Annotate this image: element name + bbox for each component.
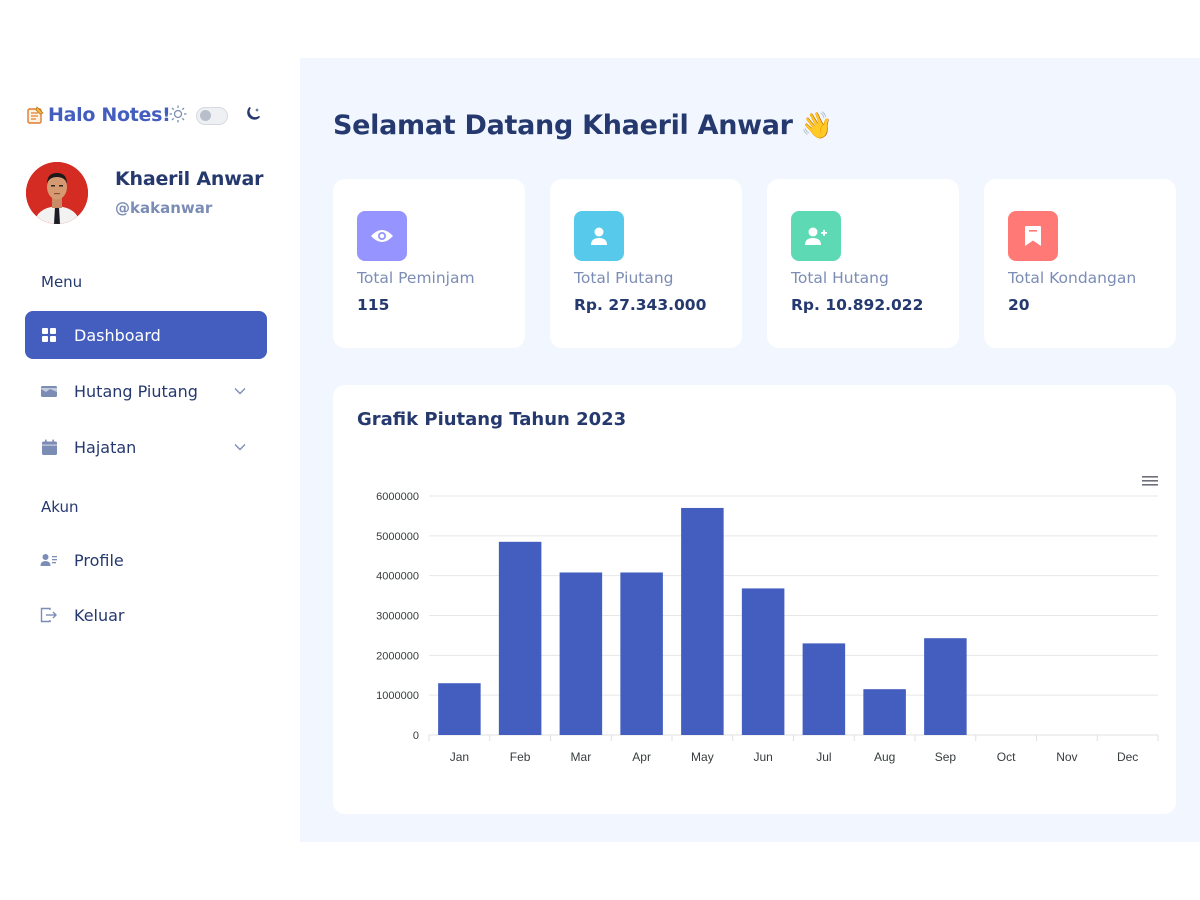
bar-feb (498, 541, 542, 735)
y-tick-label: 3000000 (376, 611, 419, 623)
stat-label: Total Kondangan (1008, 269, 1137, 287)
stat-card-total-kondangan: Total Kondangan 20 (984, 179, 1176, 348)
wallet-icon (40, 382, 58, 400)
chart-title: Grafik Piutang Tahun 2023 (357, 409, 627, 430)
stat-card-total-hutang: Total Hutang Rp. 10.892.022 (767, 179, 959, 348)
y-tick-label: 2000000 (376, 650, 419, 662)
x-tick-label: Nov (1056, 750, 1077, 764)
y-tick-label: 5000000 (376, 531, 419, 543)
bar-sep (924, 638, 967, 735)
person-plus-icon (791, 211, 841, 261)
user-profile[interactable]: Khaeril Anwar @kakanwar (26, 162, 264, 224)
stat-value: 115 (357, 296, 390, 314)
profile-name: Khaeril Anwar (115, 168, 264, 190)
y-tick-label: 1000000 (376, 690, 419, 702)
bookmark-icon (1008, 211, 1058, 261)
bar-jul (802, 643, 846, 735)
x-tick-label: Mar (571, 750, 592, 764)
person-lines-icon (40, 551, 58, 569)
bar-may (681, 507, 724, 735)
chevron-down-icon (233, 383, 247, 402)
theme-toggle-group (168, 104, 262, 128)
avatar (26, 162, 88, 224)
theme-switch[interactable] (196, 107, 228, 125)
notepad-icon (24, 104, 46, 126)
y-tick-label: 6000000 (376, 491, 419, 503)
bar-mar (559, 572, 603, 735)
stat-value: 20 (1008, 296, 1030, 314)
main-content: Selamat Datang Khaeril Anwar 👋 Total Pemi… (300, 58, 1200, 842)
bar-jan (438, 683, 481, 735)
sidebar-item-label: Keluar (74, 605, 125, 625)
sidebar-item-label: Hutang Piutang (74, 381, 198, 401)
x-tick-label: Jan (450, 750, 469, 764)
brand[interactable]: Halo Notes! (24, 102, 171, 128)
y-tick-label: 0 (413, 730, 419, 742)
eye-icon (357, 211, 407, 261)
brand-name: Halo Notes! (48, 104, 171, 126)
stat-value: Rp. 27.343.000 (574, 296, 707, 314)
sidebar-item-dashboard[interactable]: Dashboard (25, 311, 267, 359)
x-tick-label: Oct (997, 750, 1016, 764)
x-tick-label: Feb (510, 750, 531, 764)
hamburger-menu-icon[interactable] (1141, 473, 1159, 487)
page-title: Selamat Datang Khaeril Anwar 👋 (333, 110, 833, 141)
moon-icon (244, 105, 262, 127)
sun-icon (168, 104, 188, 128)
profile-handle: @kakanwar (115, 199, 213, 217)
menu-section-title: Menu (41, 273, 83, 291)
calendar-icon (40, 438, 58, 456)
x-tick-label: Apr (632, 750, 651, 764)
stat-label: Total Hutang (791, 269, 889, 287)
waving-hand-emoji: 👋 (800, 111, 833, 141)
theme-switch-knob (200, 110, 211, 121)
sidebar: Halo Notes! (0, 58, 300, 842)
stat-card-total-piutang: Total Piutang Rp. 27.343.000 (550, 179, 742, 348)
logout-icon (40, 606, 58, 624)
stat-label: Total Peminjam (357, 269, 475, 287)
stat-label: Total Piutang (574, 269, 674, 287)
chevron-down-icon (233, 439, 247, 458)
y-tick-label: 4000000 (376, 571, 419, 583)
chart-card: Grafik Piutang Tahun 2023 0 1000000 200000… (333, 385, 1176, 814)
stat-value: Rp. 10.892.022 (791, 296, 924, 314)
x-tick-label: Sep (935, 750, 957, 764)
person-icon (574, 211, 624, 261)
x-tick-label: Aug (874, 750, 895, 764)
bar-chart: 0 1000000 2000000 3000000 4000000 5000000 6000… (376, 491, 1159, 764)
page-title-text: Selamat Datang Khaeril Anwar (333, 110, 793, 141)
bar-jun (741, 588, 785, 735)
x-tick-label: Jun (753, 750, 772, 764)
stat-card-total-peminjam: Total Peminjam 115 (333, 179, 525, 348)
x-tick-label: May (691, 750, 714, 764)
sidebar-item-label: Dashboard (74, 325, 161, 345)
sidebar-item-label: Hajatan (74, 437, 137, 457)
bar-apr (620, 572, 663, 735)
x-tick-label: Jul (816, 750, 831, 764)
sidebar-item-profile[interactable]: Profile (25, 536, 267, 584)
x-tick-label: Dec (1117, 750, 1138, 764)
sidebar-item-hutang-piutang[interactable]: Hutang Piutang (25, 367, 267, 415)
bar-aug (863, 689, 906, 735)
sidebar-item-label: Profile (74, 550, 124, 570)
account-section-title: Akun (41, 498, 79, 516)
sidebar-item-keluar[interactable]: Keluar (25, 591, 267, 639)
grid-icon (40, 326, 58, 344)
sidebar-item-hajatan[interactable]: Hajatan (25, 423, 267, 471)
